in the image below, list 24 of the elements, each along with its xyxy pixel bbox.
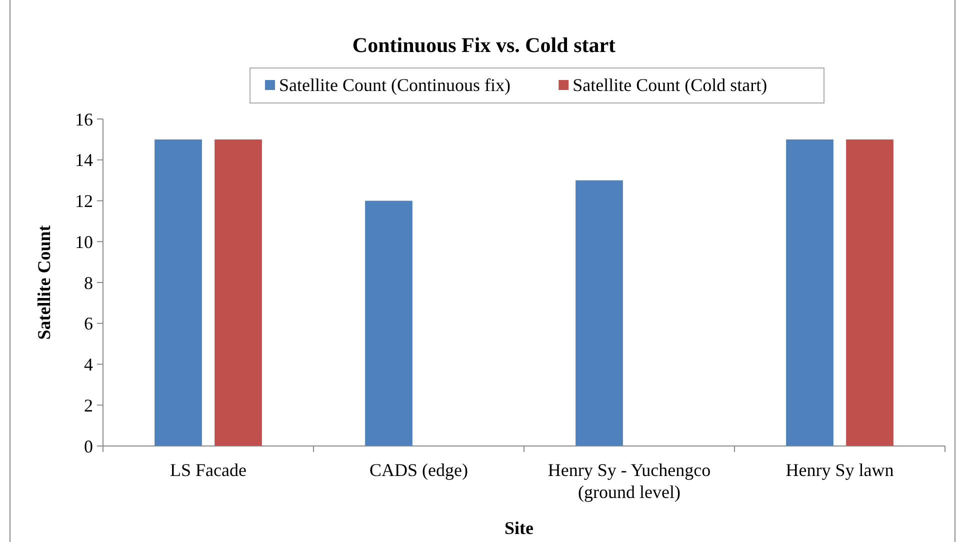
y-tick-label: 2	[84, 395, 93, 416]
bar	[154, 139, 202, 446]
y-tick-label: 0	[84, 436, 93, 456]
legend-label: Satellite Count (Cold start)	[572, 75, 768, 95]
x-tick-label: Henry Sy - Yuchengco (ground level)	[548, 460, 711, 502]
y-tick-label: 4	[84, 354, 93, 375]
y-tick-label: 16	[75, 109, 93, 130]
bar	[214, 139, 262, 446]
y-tick-label: 14	[75, 150, 93, 170]
x-tick-label: CADS (edge)	[370, 460, 468, 480]
legend-label: Satellite Count (Continuous fix)	[279, 75, 510, 95]
bar	[786, 139, 834, 446]
y-tick-label: 10	[75, 232, 93, 252]
x-axis-title: Site	[504, 518, 534, 538]
x-tick-label: LS Facade	[170, 460, 246, 480]
bar	[365, 200, 412, 446]
x-tick-label: Henry Sy lawn	[786, 460, 894, 480]
bar	[846, 139, 894, 446]
bar	[576, 180, 623, 446]
y-axis-title: Satellite Count	[34, 225, 54, 340]
y-tick-label: 6	[84, 314, 93, 334]
chart-title: Continuous Fix vs. Cold start	[352, 33, 616, 57]
y-tick-label: 12	[75, 191, 93, 212]
y-tick-label: 8	[84, 272, 93, 293]
